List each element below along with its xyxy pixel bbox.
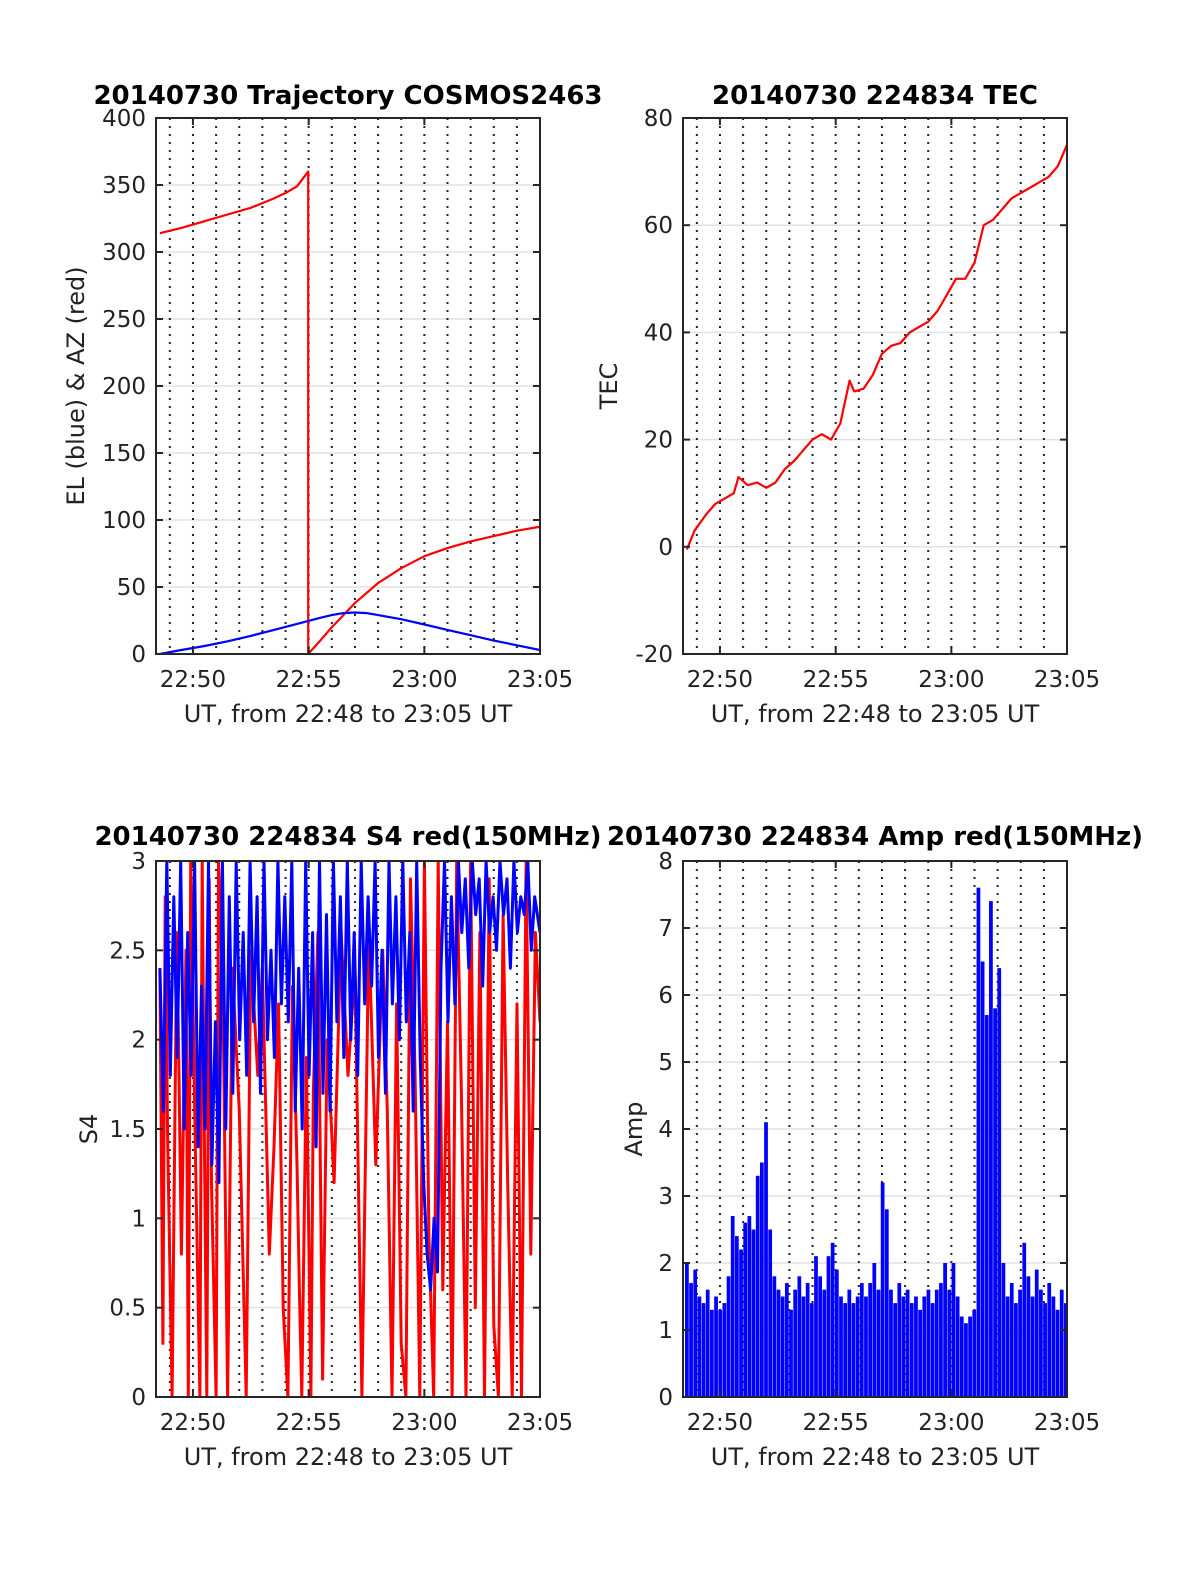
xlabel-tec: UT, from 22:48 to 23:05 UT [711,700,1040,728]
trajectory-ytick-label: 100 [102,508,146,534]
panel-amp: 20140730 224834 Amp red(150MHz) UT, from… [607,822,1143,1471]
trajectory-ytick-label: 400 [102,106,146,132]
s4-series-0 [158,861,540,1397]
ylabel-s4: S4 [75,1114,103,1145]
trajectory-series-1 [159,611,540,654]
ylabel-amp: Amp [620,1101,648,1156]
tec-xtick-label: 23:05 [1034,667,1100,693]
amp-xtick-label: 22:55 [803,1410,869,1436]
trajectory-ytick-label: 350 [102,173,146,199]
tec-ytick-label: 40 [644,320,673,346]
amp-xtick-label: 23:05 [1034,1410,1100,1436]
tec-ytick-label: 0 [658,535,673,561]
tec-axes-box [682,117,1068,655]
trajectory-xtick-label: 22:55 [276,667,342,693]
s4-ytick-label: 1 [131,1206,146,1232]
amp-ytick-label: 8 [658,849,673,875]
title-s4: 20140730 224834 S4 red(150MHz) [94,822,601,852]
s4-ytick-label: 2.5 [109,938,146,964]
trajectory-series-0 [159,170,540,654]
title-tec: 20140730 224834 TEC [712,81,1038,111]
amp-ytick-label: 3 [658,1184,673,1210]
amp-ytick-label: 1 [658,1318,673,1344]
amp-data [685,887,1067,1397]
title-amp: 20140730 224834 Amp red(150MHz) [607,822,1143,852]
s4-xtick-label: 23:05 [507,1410,573,1436]
panel-tec: 20140730 224834 TEC UT, from 22:48 to 23… [595,81,1100,728]
trajectory-ytick-label: 0 [131,642,146,668]
trajectory-ytick-label: 300 [102,240,146,266]
amp-ytick-label: 0 [658,1385,673,1411]
s4-series-1 [158,861,540,1292]
s4-xtick-label: 22:55 [276,1410,342,1436]
tec-xtick-label: 22:55 [803,667,869,693]
title-trajectory: 20140730 Trajectory COSMOS2463 [93,81,602,111]
trajectory-xtick-label: 23:05 [507,667,573,693]
trajectory-data [159,170,540,654]
trajectory-ytick-label: 200 [102,374,146,400]
amp-ytick-label: 4 [658,1117,673,1143]
s4-data [158,861,540,1397]
s4-ytick-label: 1.5 [109,1117,146,1143]
trajectory-ytick-label: 50 [117,575,146,601]
s4-xtick-label: 23:00 [391,1410,457,1436]
amp-ytick-label: 7 [658,916,673,942]
s4-ytick-label: 0 [131,1385,146,1411]
tec-xtick-label: 23:00 [918,667,984,693]
panel-s4: 20140730 224834 S4 red(150MHz) UT, from … [75,822,602,1471]
amp-ytick-label: 5 [658,1050,673,1076]
s4-ytick-label: 2 [131,1028,146,1054]
panel-trajectory: 20140730 Trajectory COSMOS2463 UT, from … [62,81,603,728]
s4-ytick-label: 3 [131,849,146,875]
s4-xtick-label: 22:50 [160,1410,226,1436]
tec-ytick-label: 80 [644,106,673,132]
trajectory-xtick-label: 22:50 [160,667,226,693]
trajectory-ytick-label: 150 [102,441,146,467]
tec-ytick-label: 60 [644,213,673,239]
s4-ytick-label: 0.5 [109,1296,146,1322]
trajectory-xtick-label: 23:00 [391,667,457,693]
amp-ytick-label: 6 [658,983,673,1009]
amp-xtick-label: 22:50 [687,1410,753,1436]
tec-ytick-label: 20 [644,428,673,454]
ylabel-tec: TEC [595,363,623,411]
tec-xtick-label: 22:50 [687,667,753,693]
xlabel-trajectory: UT, from 22:48 to 23:05 UT [184,700,513,728]
xlabel-amp: UT, from 22:48 to 23:05 UT [711,1443,1040,1471]
amp-xtick-label: 23:00 [918,1410,984,1436]
tec-ytick-label: -20 [635,642,673,668]
amp-ytick-label: 2 [658,1251,673,1277]
xlabel-s4: UT, from 22:48 to 23:05 UT [184,1443,513,1471]
tec-series-0 [685,144,1067,550]
ylabel-trajectory: EL (blue) & AZ (red) [62,266,90,505]
tec-data [685,144,1067,550]
trajectory-ytick-label: 250 [102,307,146,333]
